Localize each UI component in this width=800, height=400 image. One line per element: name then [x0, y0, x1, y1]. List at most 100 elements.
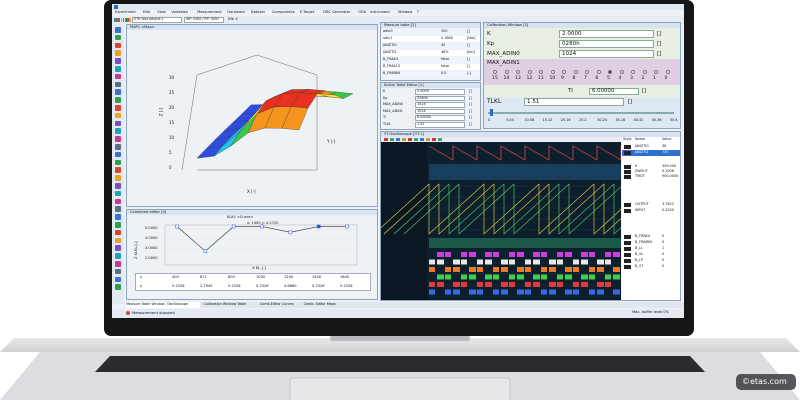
bit-label: 7 — [584, 76, 587, 81]
scale-label: 40.32 — [633, 118, 644, 122]
osc-button — [426, 138, 430, 141]
bit-led — [573, 70, 578, 74]
bit-trace — [589, 267, 595, 272]
table-cell: [] — [469, 122, 472, 126]
trace — [428, 145, 621, 161]
table-cell: [] — [467, 29, 470, 33]
keyboard — [95, 356, 705, 372]
tool-icon — [115, 222, 121, 228]
tool-icon — [115, 73, 121, 80]
z-tick-label: 15 — [169, 120, 175, 125]
panel-body: KLKL <Curve> x: 1400 y: 4.2720 5.0000 4.000… — [127, 215, 377, 299]
toolbar-button — [118, 18, 120, 22]
table-cell: [-] — [467, 71, 471, 75]
menu-item[interactable]: DBC Generator — [323, 10, 351, 14]
bit-trace — [525, 289, 531, 295]
bit-trace — [605, 259, 611, 265]
bit-trace — [453, 289, 460, 295]
bit-trace — [437, 282, 444, 287]
bit-led — [504, 70, 509, 74]
table-cell: false — [441, 57, 450, 61]
bit-trace — [501, 289, 508, 295]
toolbar-button — [127, 18, 129, 22]
table-cell: 1600 — [340, 275, 350, 279]
bit-trace — [437, 252, 444, 257]
curve-point — [231, 224, 236, 229]
bit-trace — [501, 259, 508, 265]
menu-item[interactable]: Window — [398, 10, 413, 14]
band — [429, 164, 621, 180]
menu-item[interactable]: E-Target — [299, 10, 315, 14]
tool-icon — [115, 128, 121, 134]
device: ETK test device:1 — [134, 17, 164, 22]
param-unit: [] — [657, 50, 661, 57]
tool-icon — [115, 42, 121, 49]
bit-trace — [613, 289, 620, 295]
bit-label: 10 — [549, 76, 556, 81]
bit-trace — [445, 289, 451, 295]
tool-icon — [115, 34, 121, 41]
menu-item[interactable]: Dataset — [250, 10, 265, 14]
legend-name: B_LL — [635, 246, 643, 250]
bit-trace — [485, 252, 492, 257]
menu-item[interactable]: Measurement — [197, 10, 222, 14]
value-field — [415, 115, 465, 121]
bit-trace — [549, 289, 556, 295]
bit-trace — [461, 282, 467, 287]
bit-trace — [509, 259, 515, 265]
legend-name: B_FRAK4 — [635, 234, 650, 238]
tool-icon — [115, 245, 121, 251]
tool-icon — [115, 206, 121, 212]
menu-item[interactable]: Components — [271, 10, 295, 14]
menu-item[interactable]: Edit — [143, 10, 150, 14]
title-bar — [484, 23, 680, 28]
table-cell: 0.1680 — [441, 36, 453, 40]
osc-button — [420, 138, 424, 141]
menu-item[interactable]: ? — [416, 10, 419, 14]
y-tick-label: 3.0000 — [145, 246, 158, 250]
bit-label: 15 — [492, 76, 498, 81]
menu-item[interactable]: Variables — [171, 10, 188, 14]
table-cell: adin1 — [383, 36, 393, 40]
bit-trace — [517, 267, 524, 272]
curve-point — [260, 224, 264, 229]
menu-item[interactable]: Experiment — [115, 10, 136, 14]
table-cell: 2.7940 — [200, 283, 213, 288]
bit-trace — [461, 259, 467, 265]
curve-point — [203, 249, 208, 253]
window-title-bar — [112, 4, 684, 10]
calibration-window: Calibration Window [3] K 2.0000 [] Kp 0280h []… — [483, 22, 681, 129]
tool-icon — [115, 198, 121, 205]
menu-item[interactable]: Instrument — [370, 10, 390, 14]
param-value: 1.51 — [527, 98, 540, 105]
title-bar — [381, 23, 480, 28]
menu-item[interactable]: ODX — [358, 10, 367, 14]
bit-trace — [429, 259, 435, 265]
tool-icon — [115, 50, 121, 56]
bit-trace — [477, 259, 483, 265]
tab-label[interactable]: Comb. Editor Maps — [303, 302, 336, 307]
menu-item[interactable]: Hardware — [227, 10, 245, 14]
legend-value: 0.2200 — [662, 208, 674, 212]
tab-label[interactable]: Comb.Editor Curves — [259, 302, 294, 307]
table-cell: 48% — [441, 50, 449, 54]
bit-trace — [613, 274, 620, 280]
table-cell: false — [441, 64, 450, 68]
panel-body: adin0 200 [] adin1 0.1680 [Nm] JANZTIG 45 [] JANZ… — [381, 28, 480, 80]
table-cell: [] — [467, 64, 470, 68]
tab-label[interactable]: Calibration Window Table — [203, 302, 247, 307]
tool-icon — [115, 151, 121, 158]
status-text: Measurement stopped — [132, 310, 175, 315]
tool-icon — [115, 276, 121, 283]
row-label: y — [140, 283, 143, 288]
tab-label[interactable]: Measure Table Window, Oscilloscope — [126, 302, 188, 307]
bit-trace — [605, 274, 611, 280]
bit-trace — [589, 274, 595, 280]
menu-item[interactable]: View — [157, 10, 166, 14]
buffer-level: Max. buffer level 0% — [632, 310, 669, 314]
value-field — [415, 95, 465, 102]
bit-trace — [501, 267, 508, 272]
legend-name: ZWOUT — [635, 169, 648, 173]
z-tick-label: 5 — [169, 150, 172, 155]
scalar-editor: Scalar Table Editor [1] K 2.0000 [] Kp 0280h [… — [380, 82, 481, 130]
